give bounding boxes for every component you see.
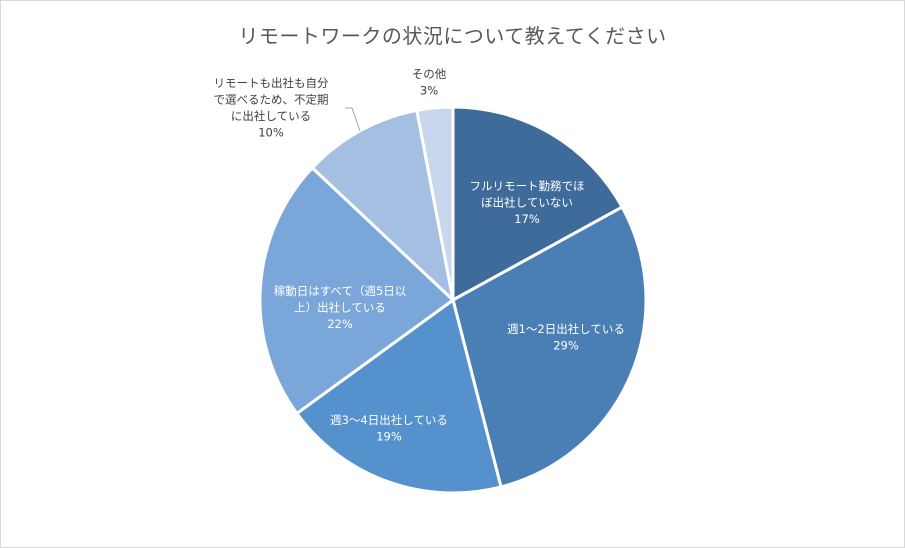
data-label-3: 週3～4日出社している 19% bbox=[330, 413, 448, 444]
data-label-category: 週3～4日出社している bbox=[330, 413, 448, 427]
data-label-category: で選べるため、不定期 bbox=[214, 93, 329, 107]
data-label-category: リモートも出社も自分 bbox=[214, 76, 329, 90]
data-label-percent: 29% bbox=[553, 339, 579, 353]
data-label-category: フルリモート勤務でほ bbox=[470, 179, 585, 193]
pie-slice-3 bbox=[294, 297, 503, 495]
data-label-6: その他 3% bbox=[412, 67, 447, 98]
chart-title: リモートワークの状況について教えてください bbox=[238, 24, 667, 48]
data-label-category: 上）出社している bbox=[294, 301, 386, 315]
data-label-percent: 17% bbox=[514, 212, 540, 226]
data-label-category: 稼動日はすべて（週5日以 bbox=[274, 284, 407, 298]
data-label-category: その他 bbox=[412, 67, 447, 81]
leader-line bbox=[345, 107, 361, 132]
data-label-category: 週1～2日出社している bbox=[507, 322, 625, 336]
pie-slice-2 bbox=[451, 204, 648, 489]
data-label-category: ぼ出社していない bbox=[481, 196, 573, 210]
data-label-percent: 22% bbox=[327, 317, 353, 331]
data-label-2: 週1～2日出社している 29% bbox=[507, 322, 625, 353]
data-label-percent: 3% bbox=[420, 84, 438, 98]
data-label-category: に出社している bbox=[231, 109, 311, 123]
pie-slice-6 bbox=[415, 105, 455, 301]
pie-slice-1 bbox=[451, 105, 625, 303]
data-label-percent: 19% bbox=[376, 430, 402, 444]
pie-slice-4 bbox=[258, 165, 456, 416]
data-label-percent: 10% bbox=[258, 126, 284, 140]
